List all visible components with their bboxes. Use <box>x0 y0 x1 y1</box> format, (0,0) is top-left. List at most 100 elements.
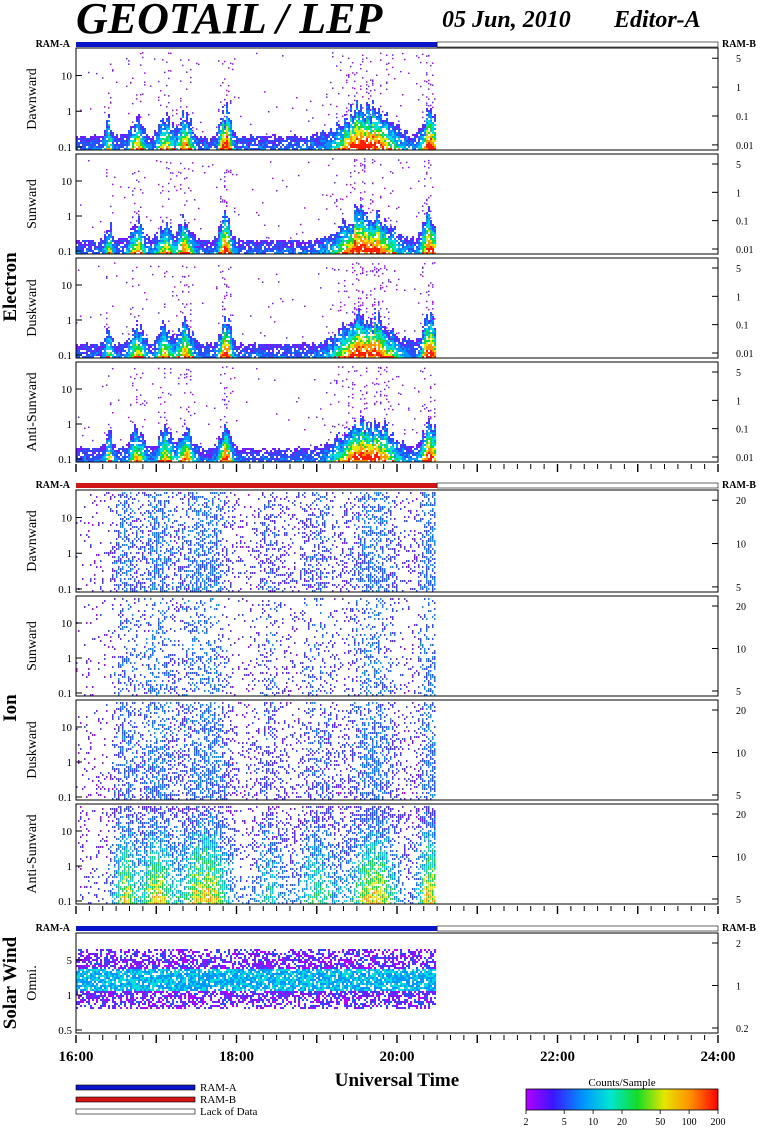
colorbar-ticks: 2 5 10 20 50 100 200 <box>524 1110 726 1128</box>
right-tick-label: 0.1 <box>736 112 749 123</box>
right-tick-label: 0.01 <box>736 453 754 464</box>
panel-label: Omni. <box>25 965 40 1000</box>
right-tick-label: 5 <box>736 368 741 379</box>
colorbar-tick-label: 20 <box>617 1117 627 1128</box>
ram-right-label: RAM-B <box>722 39 756 50</box>
left-tick-label: 5 <box>67 955 73 967</box>
colorbar-tick-label: 200 <box>711 1117 726 1128</box>
left-tick-label: 0.5 <box>58 1025 72 1037</box>
left-tick-label: 10 <box>61 722 73 734</box>
right-tick-label: 10 <box>736 853 746 864</box>
panel-label: Anti-Sunward <box>25 814 40 893</box>
ram-left-label: RAM-A <box>36 39 71 50</box>
left-tick-label: 10 <box>61 384 73 396</box>
spectrogram-cells <box>76 949 436 1009</box>
legend-ram-b-label: RAM-B <box>200 1094 236 1106</box>
right-tick-label: 20 <box>736 602 746 613</box>
right-tick-label: 1 <box>736 188 741 199</box>
right-tick-label: 10 <box>736 749 746 760</box>
group-label: Solar Wind <box>0 936 21 1029</box>
ram-left-label: RAM-A <box>36 923 71 934</box>
panel-label: Duskward <box>25 279 40 337</box>
colorbar-tick-label: 10 <box>588 1117 598 1128</box>
spectrogram-cells <box>76 158 436 254</box>
left-tick-label: 1 <box>67 990 73 1002</box>
x-tick-label: 18:00 <box>219 1049 254 1065</box>
left-tick-label: 0.1 <box>58 584 72 596</box>
spectrogram-cells <box>76 262 436 358</box>
colorbar-tick-label: 2 <box>524 1117 529 1128</box>
colorbar-title: Counts/Sample <box>588 1077 655 1089</box>
left-tick-label: 1 <box>67 419 73 431</box>
spectrogram-cells <box>76 598 436 696</box>
x-tick-label: 24:00 <box>701 1049 736 1065</box>
group-label: Ion <box>0 694 21 722</box>
right-tick-label: 0.1 <box>736 217 749 228</box>
left-tick-label: 10 <box>61 513 73 525</box>
right-tick-label: 5 <box>736 895 741 906</box>
spectrogram-cells <box>76 492 436 592</box>
ram-state-bar <box>76 483 437 488</box>
ram-state-bar <box>76 42 437 47</box>
right-tick-label: 1 <box>736 982 741 993</box>
x-axis-title: Universal Time <box>335 1070 459 1091</box>
left-tick-label: 0.1 <box>58 142 72 154</box>
colorbar-gradient <box>526 1089 718 1110</box>
right-tick-label: 20 <box>736 706 746 717</box>
spectrogram-cells <box>78 806 436 904</box>
right-tick-label: 5 <box>736 687 741 698</box>
plot-title: GEOTAIL / LEP <box>76 0 384 43</box>
legend-lack-label: Lack of Data <box>200 1106 258 1118</box>
left-tick-label: 0.1 <box>58 246 72 258</box>
left-tick-label: 1 <box>67 315 73 327</box>
panels-layer: RAM-A RAM-B Electron Dawnward 1010.1510.10.0… <box>0 39 756 1065</box>
lack-of-data-bar <box>437 483 718 488</box>
time-tick-row <box>76 1035 718 1043</box>
left-tick-label: 0.1 <box>58 688 72 700</box>
right-tick-label: 0.2 <box>736 1024 749 1035</box>
spectrogram-cells <box>76 366 436 462</box>
panel-label: Sunward <box>25 179 40 229</box>
right-tick-label: 0.1 <box>736 425 749 436</box>
left-tick-label: 10 <box>61 176 73 188</box>
right-tick-label: 1 <box>736 292 741 303</box>
group-electron: RAM-A RAM-B Electron Dawnward 1010.1510.10.0… <box>0 39 756 472</box>
left-tick-label: 10 <box>61 71 73 83</box>
left-tick-label: 10 <box>61 826 73 838</box>
left-tick-label: 1 <box>67 653 73 665</box>
plot-date: 05 Jun, 2010 <box>442 7 571 33</box>
left-tick-label: 1 <box>67 211 73 223</box>
group-label: Electron <box>0 252 21 322</box>
left-tick-label: 0.1 <box>58 792 72 804</box>
right-tick-label: 5 <box>736 160 741 171</box>
spectrogram-cells <box>76 52 436 150</box>
right-tick-label: 10 <box>736 540 746 551</box>
left-tick-label: 1 <box>67 548 73 560</box>
colorbar-tick-label: 100 <box>682 1117 697 1128</box>
colorbar: Counts/Sample 2 5 10 20 50 100 200 <box>524 1077 726 1128</box>
time-tick-row <box>76 906 718 914</box>
colorbar-tick-label: 5 <box>562 1117 567 1128</box>
legend-ram-b-swatch <box>76 1097 195 1102</box>
right-tick-label: 1 <box>736 396 741 407</box>
left-tick-label: 0.1 <box>58 350 72 362</box>
left-tick-label: 0.1 <box>58 896 72 908</box>
right-tick-label: 20 <box>736 496 746 507</box>
right-tick-label: 10 <box>736 645 746 656</box>
right-tick-label: 5 <box>736 791 741 802</box>
right-tick-label: 0.01 <box>736 245 754 256</box>
left-tick-label: 10 <box>61 280 73 292</box>
lack-of-data-bar <box>437 42 718 47</box>
legend-ram-a-label: RAM-A <box>200 1082 237 1094</box>
plot-editor: Editor-A <box>613 7 701 33</box>
colorbar-tick-label: 50 <box>655 1117 665 1128</box>
panel-label: Sunward <box>25 621 40 671</box>
